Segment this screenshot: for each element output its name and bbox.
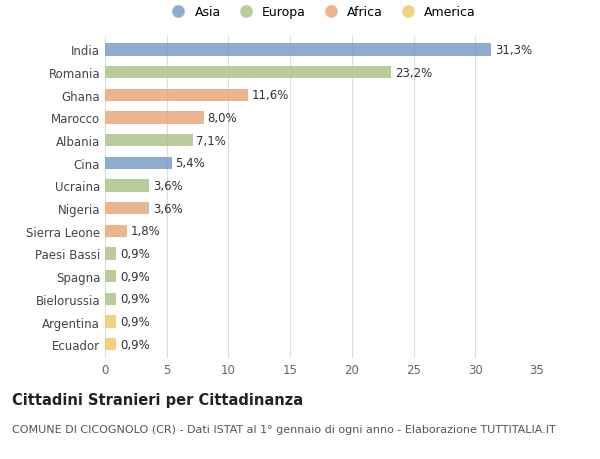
Text: 3,6%: 3,6%: [153, 179, 183, 192]
Text: Cittadini Stranieri per Cittadinanza: Cittadini Stranieri per Cittadinanza: [12, 392, 303, 408]
Bar: [105, 112, 204, 124]
Text: 11,6%: 11,6%: [252, 89, 289, 102]
Bar: [105, 316, 116, 328]
Legend: Asia, Europa, Africa, America: Asia, Europa, Africa, America: [161, 1, 481, 24]
Bar: [105, 157, 172, 170]
Text: 0,9%: 0,9%: [120, 338, 149, 351]
Text: 31,3%: 31,3%: [495, 44, 532, 57]
Text: 5,4%: 5,4%: [175, 157, 205, 170]
Text: 0,9%: 0,9%: [120, 315, 149, 328]
Text: 0,9%: 0,9%: [120, 270, 149, 283]
Bar: [105, 225, 127, 238]
Bar: [105, 202, 149, 215]
Bar: [105, 270, 116, 283]
Bar: [105, 67, 391, 79]
Text: 3,6%: 3,6%: [153, 202, 183, 215]
Bar: [105, 338, 116, 351]
Bar: [105, 44, 491, 56]
Text: 7,1%: 7,1%: [196, 134, 226, 147]
Bar: [105, 134, 193, 147]
Text: 23,2%: 23,2%: [395, 67, 433, 79]
Bar: [105, 248, 116, 260]
Bar: [105, 180, 149, 192]
Text: 0,9%: 0,9%: [120, 293, 149, 306]
Text: 0,9%: 0,9%: [120, 247, 149, 260]
Text: COMUNE DI CICOGNOLO (CR) - Dati ISTAT al 1° gennaio di ogni anno - Elaborazione : COMUNE DI CICOGNOLO (CR) - Dati ISTAT al…: [12, 425, 556, 435]
Text: 8,0%: 8,0%: [208, 112, 237, 125]
Text: 1,8%: 1,8%: [131, 225, 161, 238]
Bar: [105, 293, 116, 305]
Bar: [105, 90, 248, 102]
